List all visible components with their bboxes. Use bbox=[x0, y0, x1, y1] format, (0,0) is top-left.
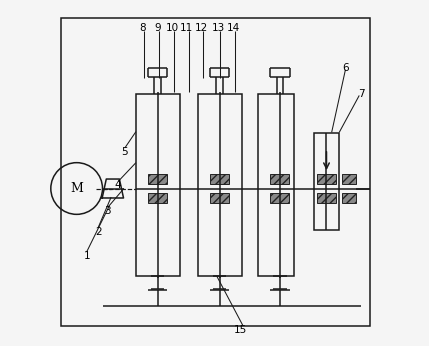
Bar bbox=[210, 193, 229, 203]
Bar bbox=[271, 193, 290, 203]
Text: 5: 5 bbox=[121, 147, 128, 157]
Bar bbox=[342, 174, 356, 184]
Text: 8: 8 bbox=[139, 23, 145, 33]
Bar bbox=[342, 193, 356, 203]
Text: 6: 6 bbox=[342, 63, 349, 73]
Text: M: M bbox=[70, 182, 83, 195]
Bar bbox=[148, 174, 167, 184]
Bar bbox=[198, 94, 242, 276]
Text: 13: 13 bbox=[211, 23, 224, 33]
Text: 7: 7 bbox=[358, 89, 364, 99]
Text: 11: 11 bbox=[180, 23, 193, 33]
Bar bbox=[258, 94, 294, 276]
Bar bbox=[148, 193, 167, 203]
Text: 4: 4 bbox=[115, 180, 121, 190]
Bar bbox=[317, 174, 336, 184]
Bar bbox=[136, 94, 180, 276]
Bar bbox=[61, 18, 369, 326]
Text: 10: 10 bbox=[166, 23, 179, 33]
Bar bbox=[317, 193, 336, 203]
Bar bbox=[314, 133, 338, 230]
Bar bbox=[210, 174, 229, 184]
Text: 2: 2 bbox=[95, 227, 102, 237]
Text: 3: 3 bbox=[104, 206, 111, 216]
Bar bbox=[271, 174, 290, 184]
Text: 9: 9 bbox=[154, 23, 161, 33]
Text: 15: 15 bbox=[234, 325, 247, 335]
Text: 12: 12 bbox=[195, 23, 208, 33]
Text: 14: 14 bbox=[227, 23, 240, 33]
Text: 1: 1 bbox=[84, 251, 91, 261]
